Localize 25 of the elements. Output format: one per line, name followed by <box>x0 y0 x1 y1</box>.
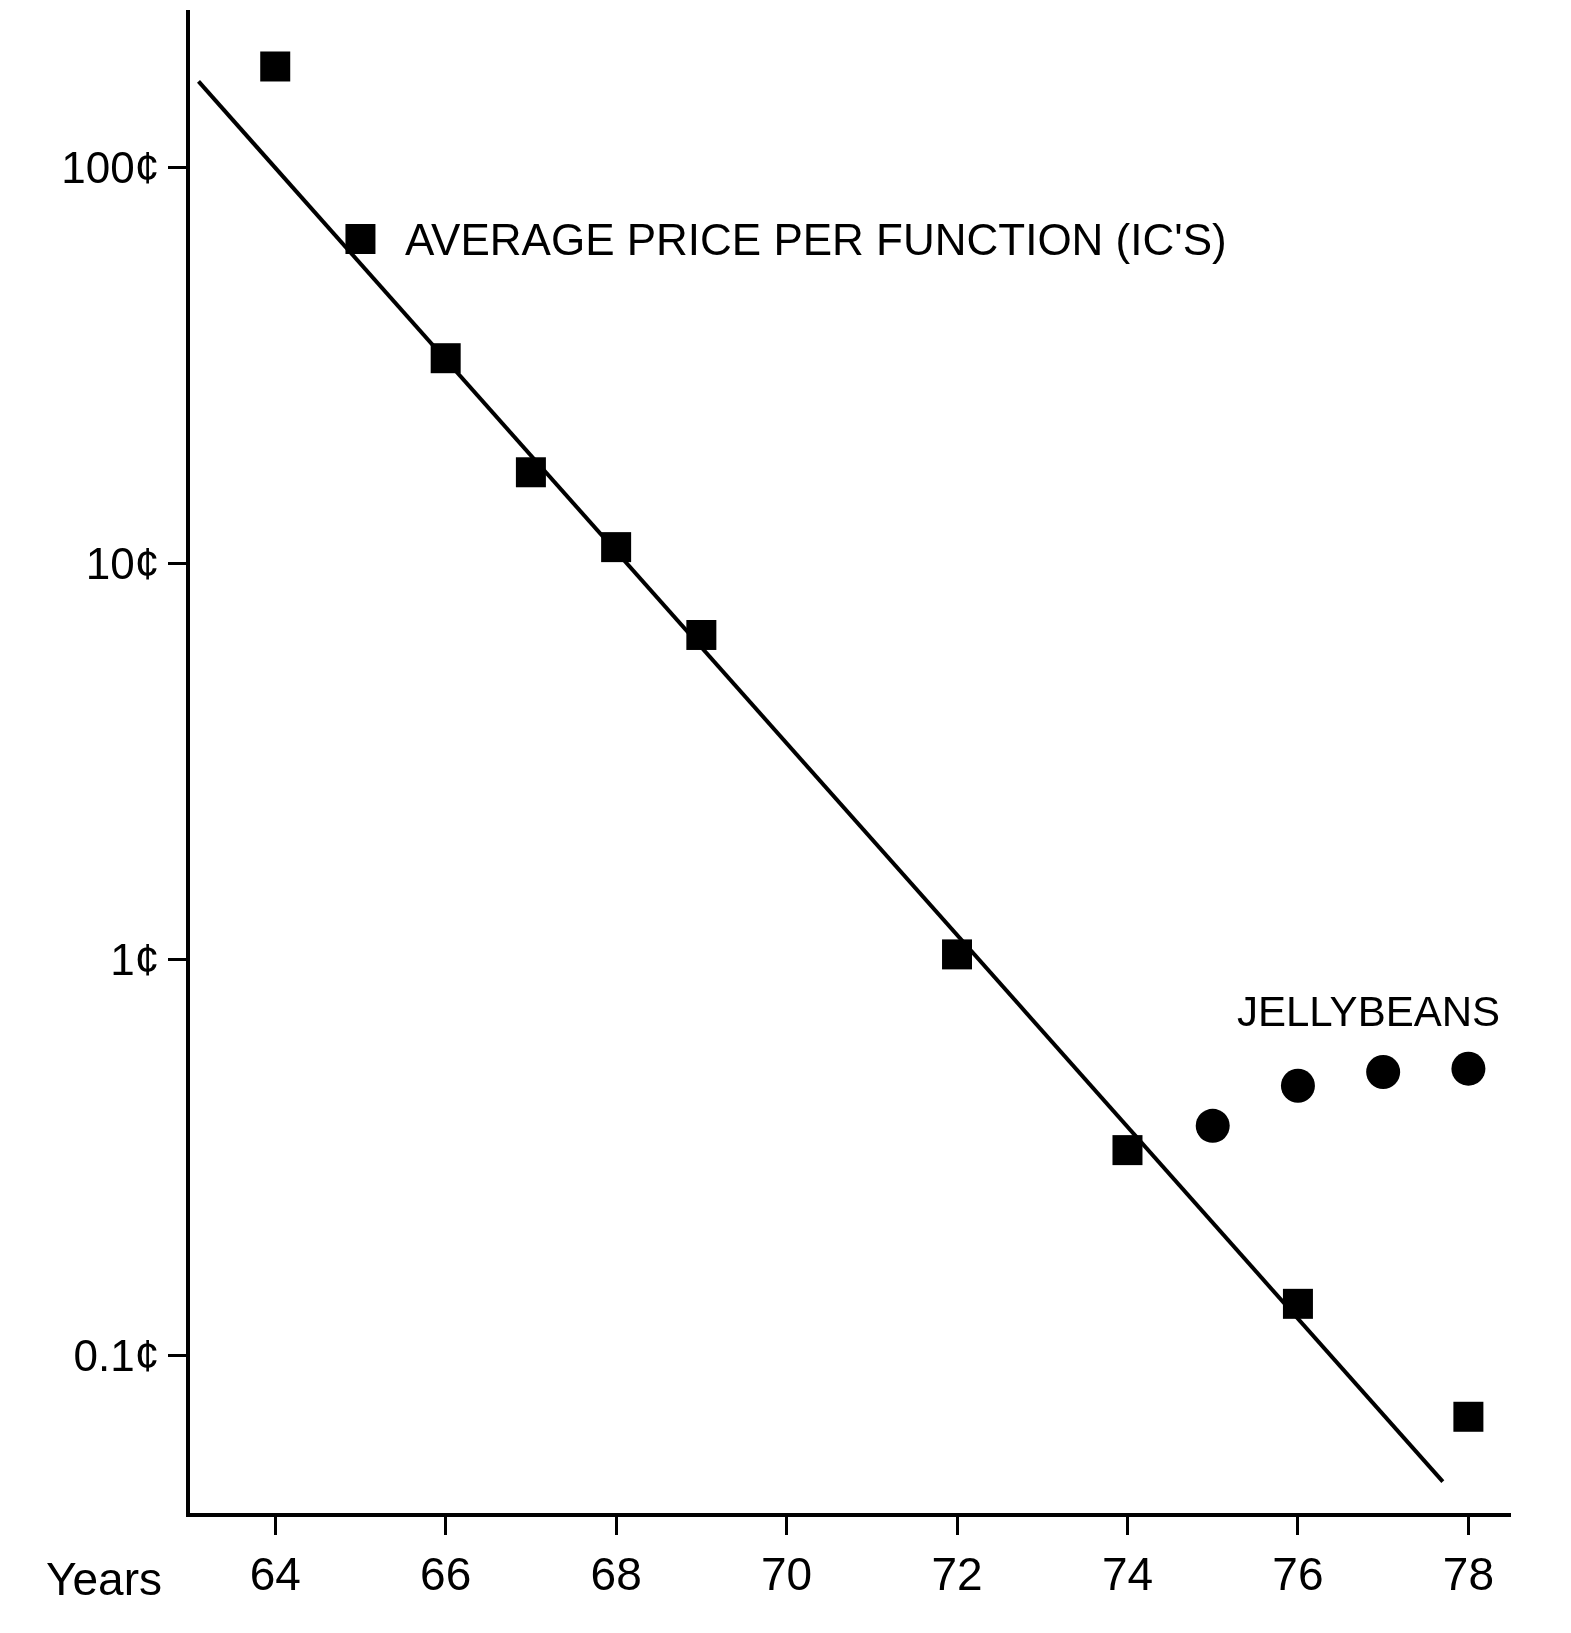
point <box>260 51 291 82</box>
point <box>1366 1054 1401 1089</box>
point <box>345 224 376 255</box>
x-tick-label: 66 <box>420 1548 472 1601</box>
x-tick-label: 70 <box>760 1548 813 1601</box>
x-tick-label: 78 <box>1442 1548 1494 1601</box>
point <box>1451 1051 1486 1086</box>
point <box>1112 1135 1143 1166</box>
point <box>942 939 973 970</box>
series-label: AVERAGE PRICE PER FUNCTION (IC'S) <box>405 215 1227 264</box>
x-tick-label: 74 <box>1101 1548 1154 1601</box>
series-label: JELLYBEANS <box>1237 988 1501 1035</box>
point <box>1280 1068 1315 1103</box>
x-tick-label: 68 <box>590 1548 642 1601</box>
point <box>1453 1401 1484 1432</box>
x-tick-label: 64 <box>249 1548 301 1601</box>
y-tick-label: 0.1¢ <box>73 1330 160 1380</box>
x-tick-label: 76 <box>1272 1548 1324 1601</box>
y-tick-label: 100¢ <box>61 142 160 192</box>
point <box>1195 1108 1230 1143</box>
x-axis-title: Years <box>46 1553 162 1605</box>
y-tick-label: 10¢ <box>85 538 160 588</box>
x-tick-label: 72 <box>931 1548 983 1601</box>
point <box>515 457 546 488</box>
y-tick-label: 1¢ <box>110 934 160 984</box>
